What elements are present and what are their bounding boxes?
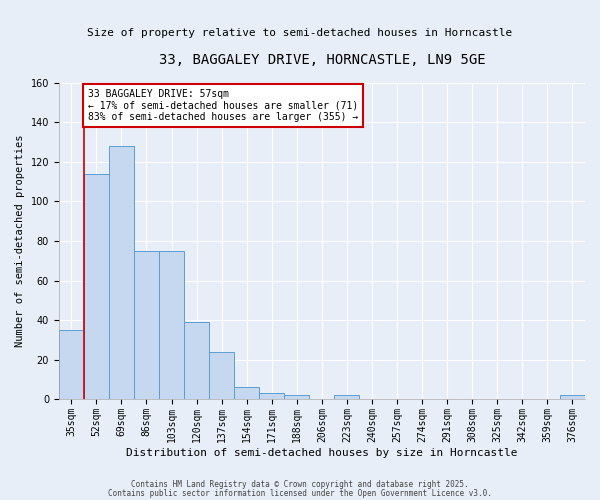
X-axis label: Distribution of semi-detached houses by size in Horncastle: Distribution of semi-detached houses by … — [126, 448, 518, 458]
Bar — [134, 251, 159, 399]
Bar — [209, 352, 234, 399]
Text: Size of property relative to semi-detached houses in Horncastle: Size of property relative to semi-detach… — [88, 28, 512, 38]
Bar — [284, 395, 310, 399]
Bar — [109, 146, 134, 399]
Bar — [59, 330, 84, 399]
Bar — [159, 251, 184, 399]
Text: 33 BAGGALEY DRIVE: 57sqm
← 17% of semi-detached houses are smaller (71)
83% of s: 33 BAGGALEY DRIVE: 57sqm ← 17% of semi-d… — [88, 89, 358, 122]
Bar — [84, 174, 109, 399]
Y-axis label: Number of semi-detached properties: Number of semi-detached properties — [15, 134, 25, 347]
Text: Contains HM Land Registry data © Crown copyright and database right 2025.: Contains HM Land Registry data © Crown c… — [131, 480, 469, 489]
Bar — [234, 387, 259, 399]
Bar — [184, 322, 209, 399]
Bar — [259, 393, 284, 399]
Bar — [560, 395, 585, 399]
Title: 33, BAGGALEY DRIVE, HORNCASTLE, LN9 5GE: 33, BAGGALEY DRIVE, HORNCASTLE, LN9 5GE — [158, 52, 485, 66]
Text: Contains public sector information licensed under the Open Government Licence v3: Contains public sector information licen… — [108, 488, 492, 498]
Bar — [334, 395, 359, 399]
